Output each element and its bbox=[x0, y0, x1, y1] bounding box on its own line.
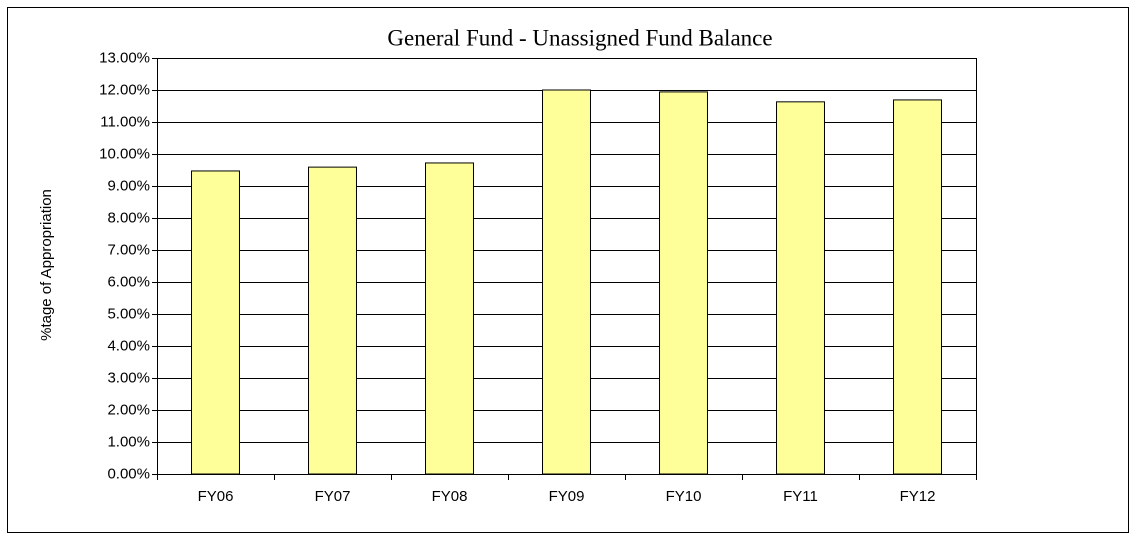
y-axis-label: %tage of Appropriation bbox=[38, 189, 55, 341]
bar bbox=[191, 170, 240, 475]
y-tick-label: 4.00% bbox=[107, 337, 150, 354]
bar bbox=[542, 89, 591, 475]
x-tick-label: FY07 bbox=[315, 488, 351, 505]
y-tick-label: 10.00% bbox=[99, 145, 150, 162]
bar bbox=[776, 101, 825, 475]
bar bbox=[308, 166, 357, 475]
chart-title: General Fund - Unassigned Fund Balance bbox=[387, 25, 772, 50]
x-tick-label: FY11 bbox=[783, 488, 818, 505]
y-tick-label: 3.00% bbox=[107, 369, 150, 386]
x-tick-label: FY08 bbox=[432, 488, 468, 505]
y-tick-label: 13.00% bbox=[99, 49, 150, 66]
y-tick-label: 0.00% bbox=[107, 465, 150, 482]
x-tick-label: FY06 bbox=[198, 488, 234, 505]
y-tick-label: 9.00% bbox=[107, 177, 150, 194]
y-tick-label: 2.00% bbox=[107, 401, 150, 418]
bar bbox=[659, 91, 708, 475]
y-tick-label: 12.00% bbox=[99, 81, 150, 98]
x-tick-label: FY09 bbox=[549, 488, 585, 505]
y-tick-label: 8.00% bbox=[107, 209, 150, 226]
y-tick-label: 5.00% bbox=[107, 305, 150, 322]
x-tick-label: FY10 bbox=[666, 488, 702, 505]
bar bbox=[425, 162, 474, 475]
y-tick-label: 6.00% bbox=[107, 273, 150, 290]
bar bbox=[893, 99, 942, 475]
y-tick-label: 1.00% bbox=[107, 433, 150, 450]
y-tick-label: 11.00% bbox=[100, 113, 150, 130]
y-tick-label: 7.00% bbox=[107, 241, 150, 258]
x-tick-label: FY12 bbox=[900, 488, 936, 505]
